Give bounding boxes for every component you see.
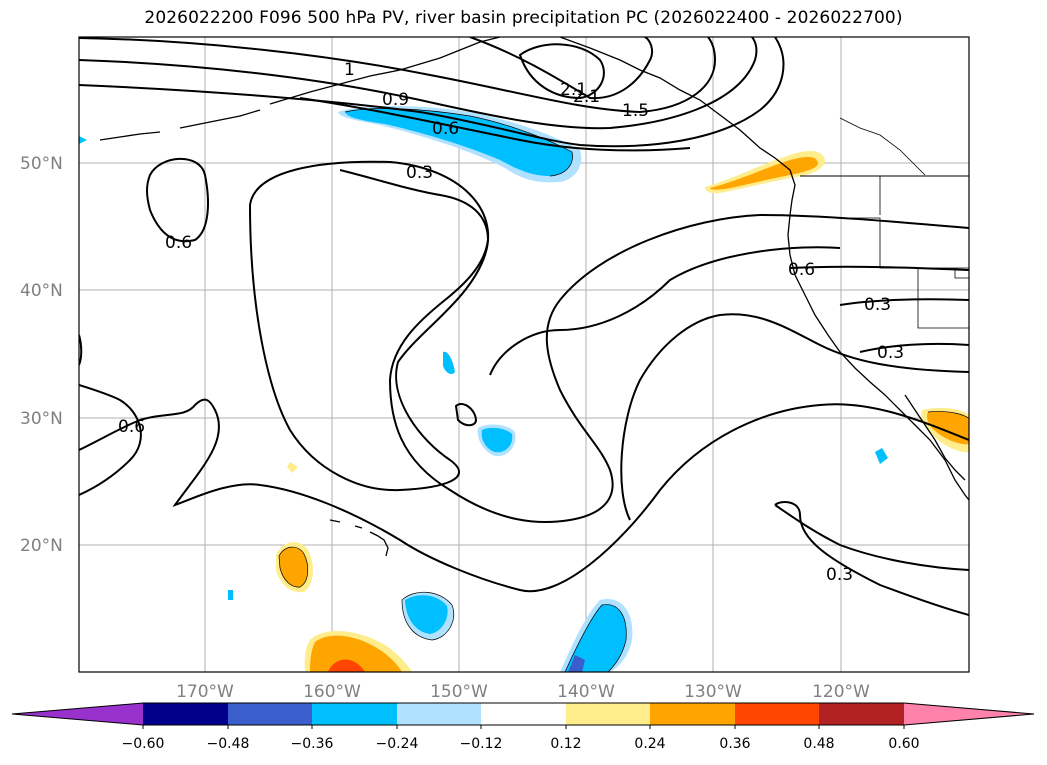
contour-label: 0.6 <box>432 119 459 139</box>
shading-outlines <box>278 108 969 672</box>
colorbar-swatch <box>819 703 904 725</box>
contour-label: 2.1 <box>560 80 587 100</box>
contour-label: 1 <box>344 60 355 80</box>
shade-blob-1 <box>443 351 455 374</box>
shade-south-blue <box>405 595 448 634</box>
colorbar-tick-label: −0.60 <box>122 736 165 752</box>
shade-dot <box>287 462 298 473</box>
lon-label: 130°W <box>684 682 742 702</box>
contour-label: 1.5 <box>622 101 649 121</box>
baja-peninsula <box>904 394 966 481</box>
contour-label: 0.6 <box>118 417 145 437</box>
latitude-labels: 50°N 40°N 30°N 20°N <box>20 154 63 556</box>
shade-bottom-orange <box>310 635 402 672</box>
precip-shading <box>79 106 969 672</box>
shade-left-edge <box>79 136 87 144</box>
contour-1.2 <box>79 37 758 130</box>
colorbar-swatch <box>735 703 819 725</box>
shade-hawaii-orange <box>279 547 308 588</box>
contour-0.6-north <box>299 97 691 152</box>
colorbar-swatch <box>228 703 312 725</box>
colorbar-swatch <box>397 703 481 725</box>
north-america-west-coast <box>787 169 969 501</box>
contour-0.3-loop <box>620 313 969 521</box>
shade-small-blue <box>228 590 233 600</box>
lon-label: 170°W <box>176 682 234 702</box>
colorbar-tick-label: −0.12 <box>460 736 503 752</box>
contour-lower-right <box>774 501 969 616</box>
colorbar-swatch <box>566 703 650 725</box>
colorbar-tick-label: 0.12 <box>550 736 581 752</box>
longitude-labels: 170°W 160°W 150°W 140°W 130°W 120°W <box>176 682 870 702</box>
contour-label: 0.6 <box>165 233 192 253</box>
shade-bottom2-dark <box>568 655 585 672</box>
lat-label: 30°N <box>20 409 63 429</box>
contour-label: 0.3 <box>826 565 853 585</box>
contour-0.6-main <box>339 169 969 524</box>
colorbar-swatch <box>481 703 566 725</box>
hawaii-islands <box>329 519 389 557</box>
shade-gulf-alaska-blue <box>345 108 573 176</box>
contour-hook <box>489 246 841 376</box>
bc-coast-detail <box>839 117 926 176</box>
colorbar-tick-label: −0.48 <box>207 736 250 752</box>
contour-label: 2.1 <box>573 87 600 107</box>
colorbar-tick-label: 0.36 <box>719 736 750 752</box>
aleutians <box>99 109 261 141</box>
shade-pnw-orange <box>710 156 818 190</box>
lat-label: 40°N <box>20 281 63 301</box>
contour-0.3-mid <box>859 342 969 353</box>
contour-0.3-big <box>248 160 490 492</box>
colorbar-swatch <box>650 703 735 725</box>
lat-label: 50°N <box>20 154 63 174</box>
colorbar: −0.60 −0.48 −0.36 −0.24 −0.12 0.12 0.24 … <box>11 702 1035 752</box>
lon-label: 140°W <box>557 682 615 702</box>
contour-1.5 <box>79 37 717 114</box>
colorbar-tick-label: 0.48 <box>803 736 834 752</box>
contour-label: 0.9 <box>382 90 409 110</box>
contour-labels: 2.1 2.1 1.5 0.9 0.6 0.3 0.6 0.6 0.6 0.3 … <box>118 60 904 585</box>
map-frame <box>78 36 970 673</box>
contour-label: 0.3 <box>406 163 433 183</box>
lon-label: 120°W <box>812 682 870 702</box>
colorbar-tick-label: −0.36 <box>291 736 334 752</box>
contour-0.3-right <box>839 298 969 306</box>
colorbar-high-extend <box>904 703 1034 725</box>
lon-label: 160°W <box>303 682 361 702</box>
contour-label: 0.6 <box>788 260 815 280</box>
shade-bottom-red <box>328 659 365 672</box>
contour-left-wave <box>79 384 969 593</box>
contour-2.1-inner <box>518 43 605 100</box>
map-title: 2026022200 F096 500 hPa PV, river basin … <box>144 8 903 28</box>
contour-label: 0.3 <box>864 295 891 315</box>
colorbar-tick-label: −0.24 <box>376 736 419 752</box>
colorbar-tick-label: 0.60 <box>888 736 919 752</box>
shade-blob-2b <box>481 427 513 453</box>
contour-label: 0.3 <box>877 343 904 363</box>
contour-2.1 <box>469 37 654 100</box>
contour-left-edge <box>79 334 83 366</box>
colorbar-low-extend <box>12 703 143 725</box>
colorbar-swatch <box>312 703 397 725</box>
contour-0.6-left <box>146 157 209 243</box>
lon-label: 150°W <box>430 682 488 702</box>
lat-label: 20°N <box>20 536 63 556</box>
shade-bottom2-blue <box>565 604 627 672</box>
colorbar-tick-label: 0.24 <box>634 736 665 752</box>
colorbar-swatch <box>143 703 228 725</box>
pv-contours <box>79 37 969 616</box>
contour-0.6-right <box>789 265 969 271</box>
contour-small-loop <box>454 402 478 427</box>
state-borders <box>840 176 969 329</box>
contour-0.9 <box>79 37 785 148</box>
shade-baja-blue <box>875 448 888 464</box>
